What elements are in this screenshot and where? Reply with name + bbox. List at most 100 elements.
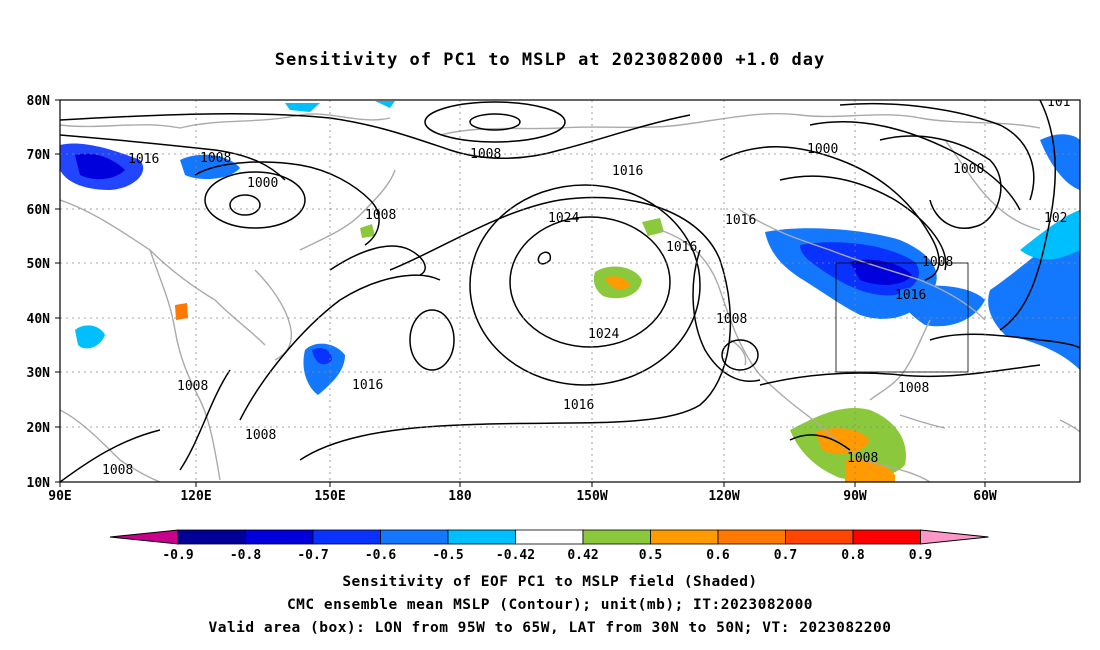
contour-label: 1000 <box>953 162 984 177</box>
contour-label: 1024 <box>588 327 619 342</box>
contour-label: 102 <box>1044 211 1067 226</box>
lon-tick-label: 150W <box>576 489 607 504</box>
contour-label: 1008 <box>102 463 133 478</box>
lat-tick-label: 70N <box>27 148 51 163</box>
colorbar-box <box>852 529 921 545</box>
shade-negative-atlantic-light <box>1020 210 1080 260</box>
lat-tick-label: 20N <box>27 421 51 436</box>
shade-positive-china <box>175 303 188 320</box>
lat-tick-label: 40N <box>27 312 51 327</box>
contour-label: 1016 <box>352 378 383 393</box>
lat-tick-label: 10N <box>27 476 51 491</box>
contour-label: 1008 <box>716 312 747 327</box>
colorbar-tick-label: 0.42 <box>567 548 598 563</box>
shade-positive-hawaii-core <box>605 276 630 290</box>
contour-label: 1008 <box>898 381 929 396</box>
chart-title: Sensitivity of PC1 to MSLP at 2023082000… <box>274 50 826 70</box>
colorbar-tick-label: 0.7 <box>774 548 797 563</box>
colorbar-tick-label: -0.9 <box>162 548 193 563</box>
contour-label: 1008 <box>177 379 208 394</box>
shade-negative-arctic-north <box>285 103 320 112</box>
colorbar-tick-label: 0.6 <box>706 548 730 563</box>
lon-tick-label: 120E <box>180 489 211 504</box>
caption-shading: Sensitivity of EOF PC1 to MSLP field (Sh… <box>342 574 758 590</box>
contour-label: 1000 <box>247 176 278 191</box>
colorbar-tick-label: 0.5 <box>639 548 662 563</box>
colorbar-tick-label: -0.7 <box>297 548 328 563</box>
lon-tick-label: 90E <box>48 489 71 504</box>
contour-label: 1008 <box>847 451 878 466</box>
shade-negative-arctic-north2 <box>375 101 395 108</box>
shade-negative-northeast <box>900 285 985 327</box>
shade-positive-aleutian <box>360 224 375 238</box>
lat-tick-label: 50N <box>27 257 51 272</box>
contour-label: 1008 <box>470 147 501 162</box>
shade-positive-alaska <box>642 218 664 236</box>
colorbar-box <box>177 529 246 545</box>
shade-negative-greenland-east <box>1040 134 1080 190</box>
contour-label-group: 1016 1008 1000 1008 1016 1008 1008 1008 … <box>102 95 1070 478</box>
colorbar-boxes <box>109 529 989 545</box>
colorbar-tick-label: -0.42 <box>496 548 535 563</box>
lat-tick-label: 80N <box>27 94 51 109</box>
contour-label: 101 <box>1047 95 1070 110</box>
caption-contour: CMC ensemble mean MSLP (Contour); unit(m… <box>286 597 814 613</box>
contour-label: 1016 <box>128 152 159 167</box>
colorbar-tick-label: 0.8 <box>841 548 865 563</box>
shade-negative-atlantic <box>988 225 1080 370</box>
colorbar-box <box>515 529 584 545</box>
shade-negative-japan-south-inner <box>312 348 332 365</box>
colorbar-box <box>380 529 449 545</box>
contour-label: 1008 <box>922 255 953 270</box>
sensitivity-map: 1016 1008 1000 1008 1016 1008 1008 1008 … <box>27 94 1081 504</box>
lat-tick-label: 60N <box>27 203 51 218</box>
contour-label: 1008 <box>365 208 396 223</box>
contour-label: 1016 <box>895 288 926 303</box>
coastlines <box>60 112 1080 482</box>
shade-negative-arctic-west-inner <box>75 153 125 180</box>
colorbar-box <box>582 529 651 545</box>
contour-label: 1024 <box>548 211 579 226</box>
colorbar-tick-label: 0.9 <box>909 548 932 563</box>
lon-tick-label: 150E <box>314 489 345 504</box>
contour-label: 1016 <box>725 213 756 228</box>
colorbar-tick-label: -0.8 <box>230 548 261 563</box>
contour-label: 1008 <box>200 151 231 166</box>
colorbar-box <box>650 529 719 545</box>
shade-positive-gulf-south <box>845 458 895 482</box>
lon-tick-label: 90W <box>843 489 867 504</box>
colorbar-box <box>245 529 314 545</box>
colorbar-labels: -0.9 -0.8 -0.7 -0.6 -0.5 -0.42 0.42 0.5 0.6 0.7 0.… <box>162 548 932 563</box>
colorbar-box <box>717 529 786 545</box>
colorbar-end-low <box>109 529 179 545</box>
contour-label: 1016 <box>666 240 697 255</box>
colorbar-tick-label: -0.5 <box>432 548 463 563</box>
sensitivity-shading <box>60 101 1080 482</box>
colorbar-box <box>312 529 381 545</box>
colorbar-end-high <box>920 529 989 545</box>
colorbar-box <box>447 529 516 545</box>
lon-tick-label: 120W <box>708 489 739 504</box>
contour-label: 1016 <box>612 164 643 179</box>
lon-axis: 90E 120E 150E 180 150W 120W 90W 60W <box>48 489 997 504</box>
contour-label: 1008 <box>245 428 276 443</box>
shade-negative-siberia <box>180 154 240 180</box>
shade-negative-japan-south <box>303 343 345 395</box>
caption-valid-area: Valid area (box): LON from 95W to 65W, L… <box>208 620 892 636</box>
lon-tick-label: 180 <box>448 489 472 504</box>
colorbar-tick-label: -0.6 <box>365 548 396 563</box>
lon-tick-label: 60W <box>973 489 997 504</box>
map-frame <box>59 99 1081 483</box>
lat-axis: 80N 70N 60N 50N 40N 30N 20N 10N <box>27 94 51 491</box>
mslp-contours <box>60 100 1080 482</box>
colorbar: -0.9 -0.8 -0.7 -0.6 -0.5 -0.42 0.42 0.5 0.6 0.7 0.… <box>109 529 989 563</box>
valid-area-box <box>835 262 969 373</box>
shade-negative-east-china <box>75 325 105 349</box>
graticule <box>60 100 1080 482</box>
shade-negative-great-lakes-deep <box>850 259 912 285</box>
contour-label: 1000 <box>807 142 838 157</box>
shade-positive-gulf-core <box>815 428 870 455</box>
colorbar-box <box>785 529 854 545</box>
contour-label: 1016 <box>563 398 594 413</box>
lat-tick-label: 30N <box>27 366 51 381</box>
